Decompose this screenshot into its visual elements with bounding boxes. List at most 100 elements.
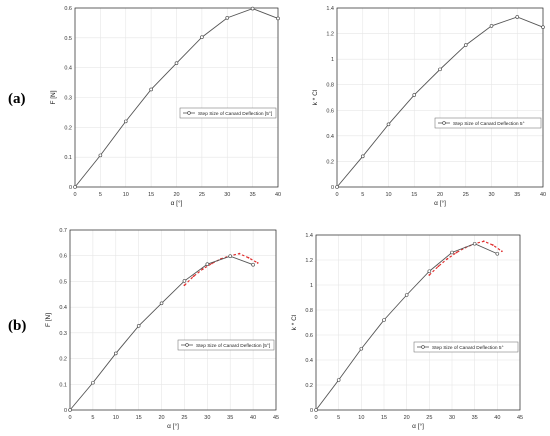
dashed-series-point <box>500 250 503 253</box>
series-point <box>91 380 95 385</box>
x-tick-label: 45 <box>517 415 523 421</box>
y-tick-label: 0.2 <box>64 125 72 131</box>
y-tick-label: 0.4 <box>326 134 334 140</box>
dashed-series-point <box>446 257 449 260</box>
dashed-series-point <box>192 275 195 278</box>
x-tick-label: 25 <box>199 192 205 198</box>
x-tick-label: 40 <box>275 192 281 198</box>
y-tick-label: 0.6 <box>326 108 334 114</box>
y-tick-label: 0.1 <box>64 155 72 161</box>
y-tick-label: 0.4 <box>59 305 67 311</box>
series-point <box>200 35 204 40</box>
legend-label: Step Size of Canard Deflection 5° <box>432 345 504 351</box>
y-axis-label: k * Cl <box>291 314 298 330</box>
series-point <box>450 250 454 255</box>
x-tick-label: 40 <box>540 192 546 198</box>
x-tick-label: 10 <box>358 415 364 421</box>
x-tick-label: 10 <box>123 192 129 198</box>
y-tick-label: 0 <box>331 185 334 191</box>
x-tick-label: 10 <box>385 192 391 198</box>
y-tick-label: 0.7 <box>59 228 67 234</box>
series-point <box>335 185 339 189</box>
x-tick-label: 20 <box>437 192 443 198</box>
series-point <box>159 301 164 306</box>
x-tick-label: 15 <box>148 192 154 198</box>
series-point <box>113 351 118 356</box>
dashed-series-point <box>201 268 204 270</box>
y-tick-label: 1 <box>331 57 334 63</box>
x-axis-label: α [°] <box>167 422 179 430</box>
legend-box <box>177 339 275 351</box>
panel-label-a: (a) <box>8 91 26 107</box>
y-tick-label: 0 <box>64 408 67 414</box>
axes-box <box>336 7 544 188</box>
y-tick-label: 0.5 <box>64 36 72 42</box>
x-tick-label: 5 <box>99 192 102 198</box>
legend-label: Step Size of Canard Deflection [5°] <box>196 343 270 349</box>
chart-b-left: 0 5 10 15 20 25 30 35 40 45 0 0.1 0.2 0.3 0.4 0.5 0.6 0.7… <box>45 228 279 430</box>
series-point <box>205 262 210 267</box>
y-tick-label: 0.6 <box>305 333 313 339</box>
dashed-series-point <box>482 240 485 243</box>
y-tick-label: 0.4 <box>305 358 313 364</box>
x-tick-label: 10 <box>113 415 119 421</box>
x-tick-label: 35 <box>472 415 478 421</box>
y-tick-label: 1.2 <box>305 258 313 264</box>
x-tick-label: 0 <box>314 415 317 421</box>
x-tick-label: 35 <box>227 415 233 421</box>
y-tick-label: 1.4 <box>305 233 313 239</box>
x-tick-label: 40 <box>250 415 256 421</box>
y-tick-label: 0.2 <box>326 159 334 165</box>
series-point <box>250 6 255 11</box>
x-axis-label: α [°] <box>412 422 424 430</box>
x-tick-label: 30 <box>204 415 210 421</box>
x-axis-label: α [°] <box>434 199 446 207</box>
x-tick-label: 25 <box>463 192 469 198</box>
legend-marker <box>421 345 425 349</box>
plot-area <box>70 230 276 410</box>
x-tick-label: 45 <box>273 415 279 421</box>
series-point <box>182 279 187 283</box>
series-point <box>489 24 494 28</box>
y-tick-label: 1.4 <box>326 6 334 12</box>
x-tick-label: 30 <box>224 192 230 198</box>
series-point <box>174 61 179 65</box>
series-point <box>98 153 103 158</box>
x-axis-label: α [°] <box>171 199 183 207</box>
y-tick-label: 0 <box>69 185 72 191</box>
dashed-series-point <box>455 251 458 254</box>
y-tick-label: 0.8 <box>326 83 334 89</box>
dashed-series-point <box>183 284 186 287</box>
series-point <box>515 15 520 19</box>
series-point <box>412 93 417 97</box>
x-tick-label: 25 <box>181 415 187 421</box>
series-point <box>495 251 500 256</box>
legend-box <box>413 341 519 353</box>
y-tick-label: 0.4 <box>64 66 72 72</box>
y-tick-label: 1.2 <box>326 32 334 38</box>
series-point <box>123 119 128 124</box>
y-tick-label: 0.1 <box>59 382 67 388</box>
dashed-series-point <box>247 256 250 259</box>
x-tick-label: 5 <box>91 415 94 421</box>
series-point <box>336 378 341 382</box>
x-tick-label: 15 <box>136 415 142 421</box>
series-point <box>149 87 153 92</box>
series-point <box>404 293 409 297</box>
y-tick-label: 0.3 <box>64 96 72 102</box>
x-tick-label: 35 <box>250 192 256 198</box>
dashed-series-point <box>256 262 259 264</box>
legend-box <box>434 117 542 129</box>
series-point <box>251 262 255 267</box>
y-tick-label: 0.6 <box>64 6 72 12</box>
x-tick-label: 35 <box>514 192 520 198</box>
axes-box <box>74 7 279 188</box>
series-point <box>228 254 233 259</box>
series-point <box>472 241 477 246</box>
x-tick-label: 30 <box>488 192 494 198</box>
y-tick-label: 1 <box>310 283 313 289</box>
series-point <box>73 185 77 189</box>
series-point <box>136 324 141 328</box>
y-tick-label: 0.6 <box>59 254 67 260</box>
